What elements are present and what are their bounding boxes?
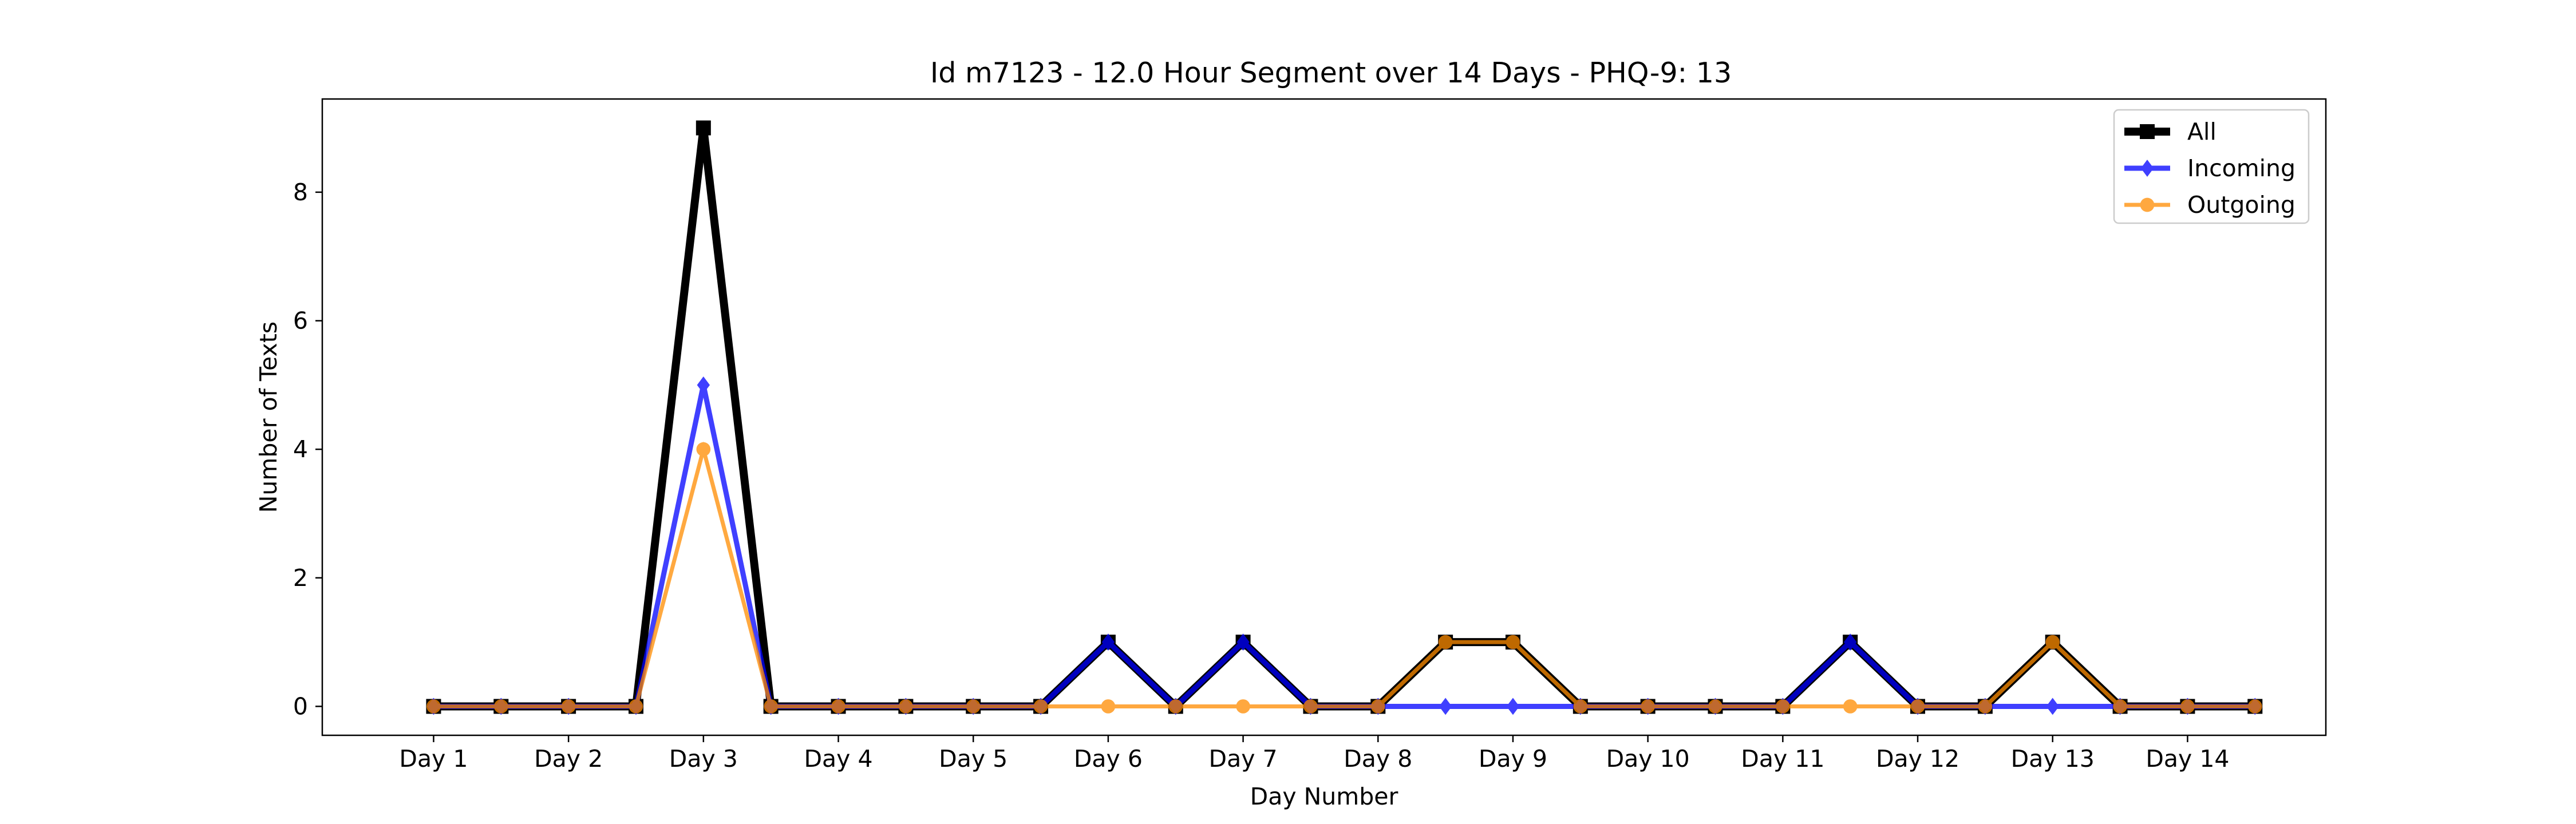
x-tick-label: Day 11: [1741, 745, 1824, 772]
data-point-incoming: [1439, 698, 1452, 715]
data-point-outgoing: [2247, 699, 2262, 714]
x-tick-label: Day 5: [939, 745, 1008, 772]
series-outgoing: [426, 441, 2262, 714]
chart-title: Id m7123 - 12.0 Hour Segment over 14 Day…: [930, 57, 1732, 89]
y-tick-label: 2: [293, 564, 308, 592]
data-point-outgoing: [629, 699, 643, 714]
legend-box: [2113, 109, 2310, 224]
data-point-outgoing: [1708, 699, 1722, 714]
axes: Day 1 Day 2 Day 3 Day 4 Day 5 Day 6 Day 7 Day 8…: [293, 98, 2327, 772]
data-point-outgoing: [1573, 699, 1588, 714]
y-tick-label: 8: [293, 179, 308, 206]
data-point-outgoing: [2113, 699, 2127, 714]
data-point-outgoing: [1236, 699, 1250, 714]
data-point-outgoing: [2045, 635, 2060, 649]
data-point-outgoing: [899, 699, 913, 714]
x-tick-label: Day 2: [534, 745, 603, 772]
y-tick-label: 4: [293, 435, 308, 463]
x-tick-label: Day 6: [1074, 745, 1143, 772]
data-point-incoming: [697, 376, 710, 394]
x-tick-label: Day 10: [1606, 745, 1690, 772]
x-axis-label: Day Number: [1250, 783, 1398, 810]
plot-area: [426, 120, 2263, 715]
x-tick-label: Day 13: [2011, 745, 2095, 772]
y-axis-label: Number of Texts: [255, 322, 282, 513]
data-point-outgoing: [1168, 699, 1183, 714]
x-tick-label: Day 14: [2146, 745, 2229, 772]
data-point-incoming: [1506, 698, 1520, 715]
data-point-outgoing: [1978, 699, 1993, 714]
legend: All Incoming Outgoing: [2113, 109, 2310, 224]
data-point-all: [696, 120, 711, 136]
data-point-outgoing: [966, 699, 981, 714]
legend-label-incoming: Incoming: [2187, 154, 2296, 182]
data-point-outgoing: [1910, 699, 1925, 714]
x-tick-label: Day 12: [1876, 745, 1959, 772]
x-tick-label: Day 4: [804, 745, 872, 772]
legend-marker-incoming: [2140, 160, 2154, 177]
data-point-outgoing: [2180, 699, 2195, 714]
data-point-outgoing: [426, 699, 441, 714]
data-point-outgoing: [1506, 635, 1520, 649]
legend-marker-all: [2140, 124, 2155, 139]
data-point-outgoing: [561, 699, 576, 714]
data-point-outgoing: [1370, 699, 1385, 714]
x-tick-label: Day 3: [669, 745, 738, 772]
data-point-outgoing: [1303, 699, 1318, 714]
data-point-outgoing: [493, 699, 508, 714]
legend-label-outgoing: Outgoing: [2187, 191, 2296, 219]
y-tick-label: 0: [293, 692, 308, 720]
data-point-outgoing: [1843, 699, 1858, 714]
data-point-outgoing: [1438, 635, 1453, 649]
plot-frame: [321, 98, 2327, 736]
x-tick-label: Day 8: [1344, 745, 1412, 772]
data-point-outgoing: [1101, 699, 1116, 714]
data-point-outgoing: [696, 442, 711, 457]
data-point-incoming: [1236, 633, 1250, 651]
legend-swatch-all: [2124, 124, 2170, 139]
data-point-incoming: [2046, 698, 2059, 715]
data-point-outgoing: [1033, 699, 1048, 714]
series-line-outgoing: [433, 441, 2255, 708]
x-tick-label: Day 9: [1479, 745, 1547, 772]
data-point-incoming: [1101, 633, 1115, 651]
x-tick-label: Day 7: [1209, 745, 1278, 772]
data-point-outgoing: [831, 699, 846, 714]
data-point-outgoing: [764, 699, 779, 714]
legend-marker-outgoing: [2140, 197, 2155, 212]
data-point-outgoing: [1641, 699, 1656, 714]
x-tick-label: Day 1: [399, 745, 468, 772]
data-point-outgoing: [1775, 699, 1790, 714]
y-tick-label: 6: [293, 307, 308, 335]
legend-label-all: All: [2187, 118, 2217, 145]
legend-swatch-incoming: [2124, 160, 2170, 177]
data-point-incoming: [1843, 633, 1857, 651]
legend-swatch-outgoing: [2124, 197, 2170, 212]
